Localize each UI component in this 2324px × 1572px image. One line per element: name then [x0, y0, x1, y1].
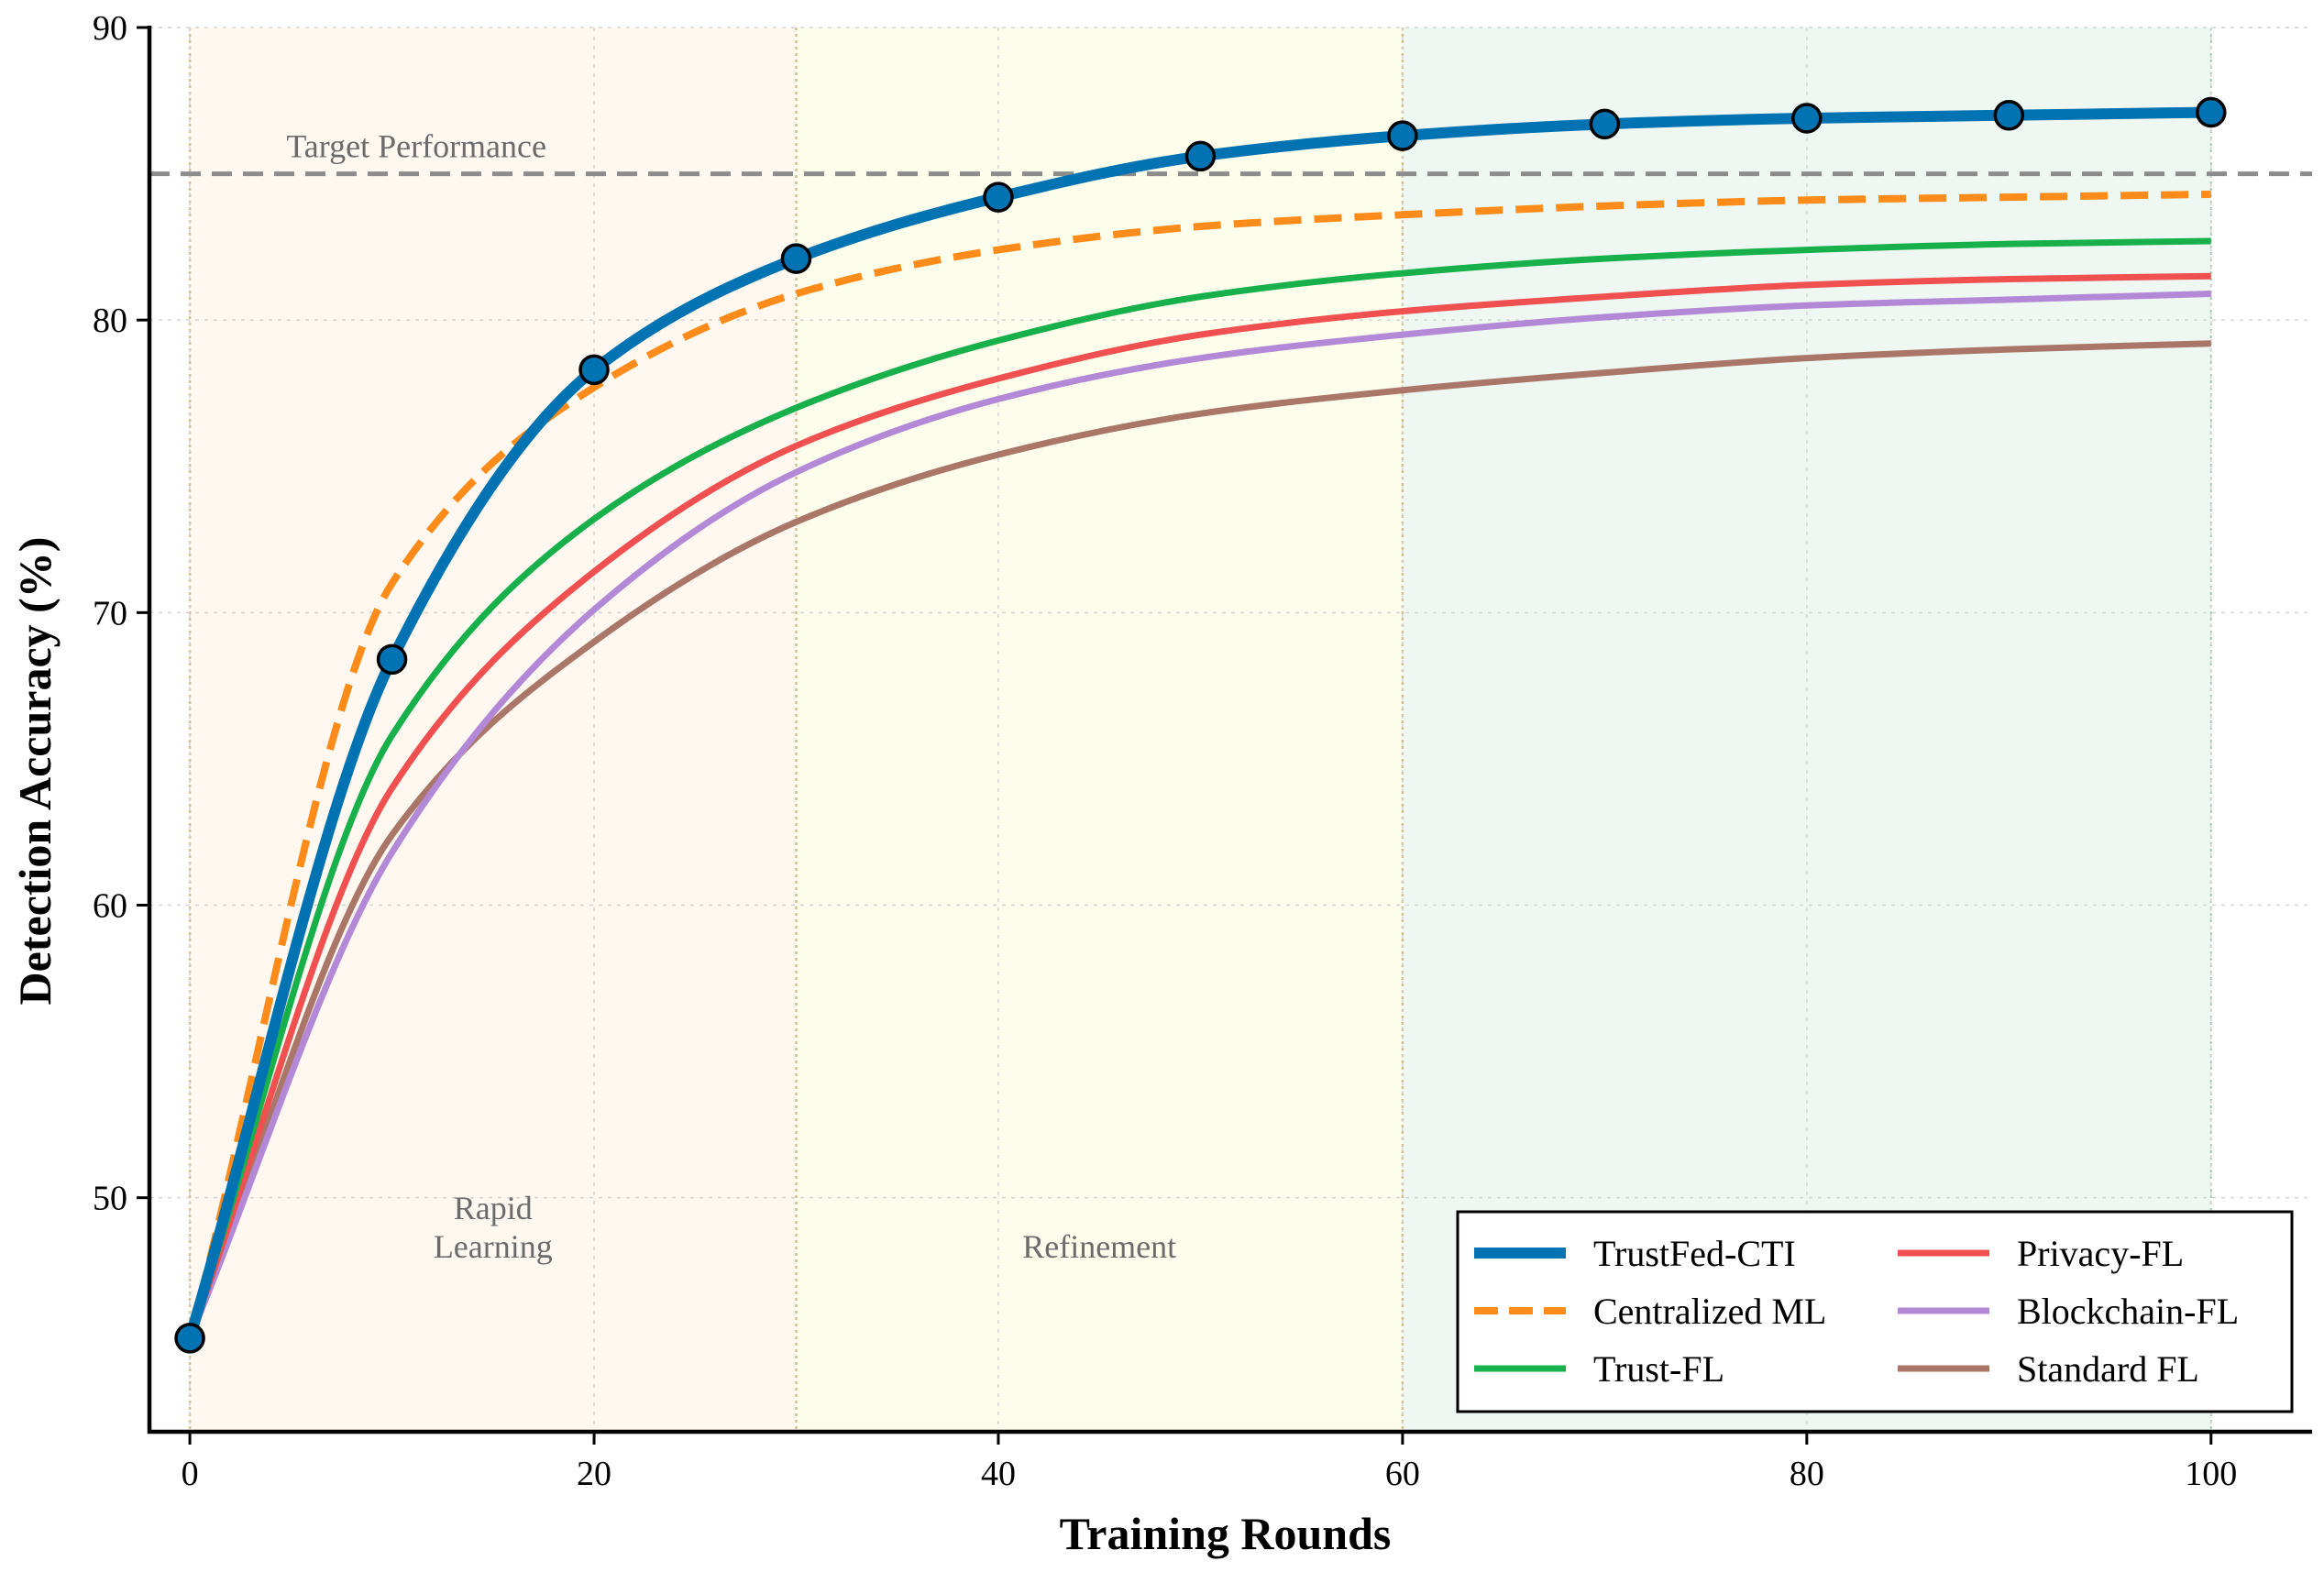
data-point [376, 643, 408, 676]
data-point [2196, 96, 2227, 128]
legend-label: Privacy-FL [2017, 1233, 2184, 1274]
series-line-trust-fl [186, 237, 2211, 1339]
data-point [1387, 120, 1418, 151]
data-point [1589, 108, 1621, 140]
x-tick-label: 0 [182, 1455, 199, 1493]
x-axis-title: Training Rounds [1060, 1508, 1392, 1559]
series-line-standard-fl [186, 340, 2211, 1340]
legend-label: Standard FL [2017, 1348, 2199, 1390]
data-point [578, 354, 610, 386]
y-tick-label: 70 [93, 594, 127, 632]
data-point [983, 181, 1014, 213]
x-tick-label: 20 [577, 1455, 611, 1493]
phase-band-0 [190, 27, 797, 1432]
y-tick-label: 90 [93, 9, 127, 48]
data-point [1791, 103, 1823, 134]
data-point [1184, 140, 1217, 172]
legend-box [1456, 1210, 2294, 1413]
phase-band-1 [796, 27, 1403, 1432]
target-label: Target Performance [286, 128, 546, 165]
legend-label: TrustFed-CTI [1593, 1233, 1796, 1274]
data-point [780, 243, 812, 274]
series-line-blockchain-fl [186, 290, 2211, 1340]
phase-label-0: Rapid [454, 1190, 533, 1226]
legend-label: Trust-FL [1593, 1348, 1724, 1390]
phase-label-0: Learning [434, 1228, 553, 1265]
x-tick-label: 60 [1385, 1455, 1420, 1493]
x-tick-label: 80 [1790, 1455, 1824, 1493]
data-point [174, 1323, 205, 1354]
x-tick-label: 40 [981, 1455, 1016, 1493]
y-axis-title: Detection Accuracy (%) [9, 537, 61, 1006]
phase-label-1: Refinement [1022, 1228, 1176, 1265]
series-line-privacy-fl [186, 272, 2211, 1340]
y-tick-label: 60 [93, 887, 127, 926]
series-line-trustfed-cti [184, 106, 2211, 1340]
y-tick-label: 50 [93, 1180, 127, 1218]
legend-label: Blockchain-FL [2017, 1291, 2239, 1332]
data-point [1993, 100, 2025, 131]
x-tick-label: 100 [2185, 1455, 2237, 1493]
legend-label: Centralized ML [1593, 1291, 1826, 1332]
series-line-centralized-ml [186, 190, 2211, 1339]
y-tick-label: 80 [93, 302, 127, 340]
